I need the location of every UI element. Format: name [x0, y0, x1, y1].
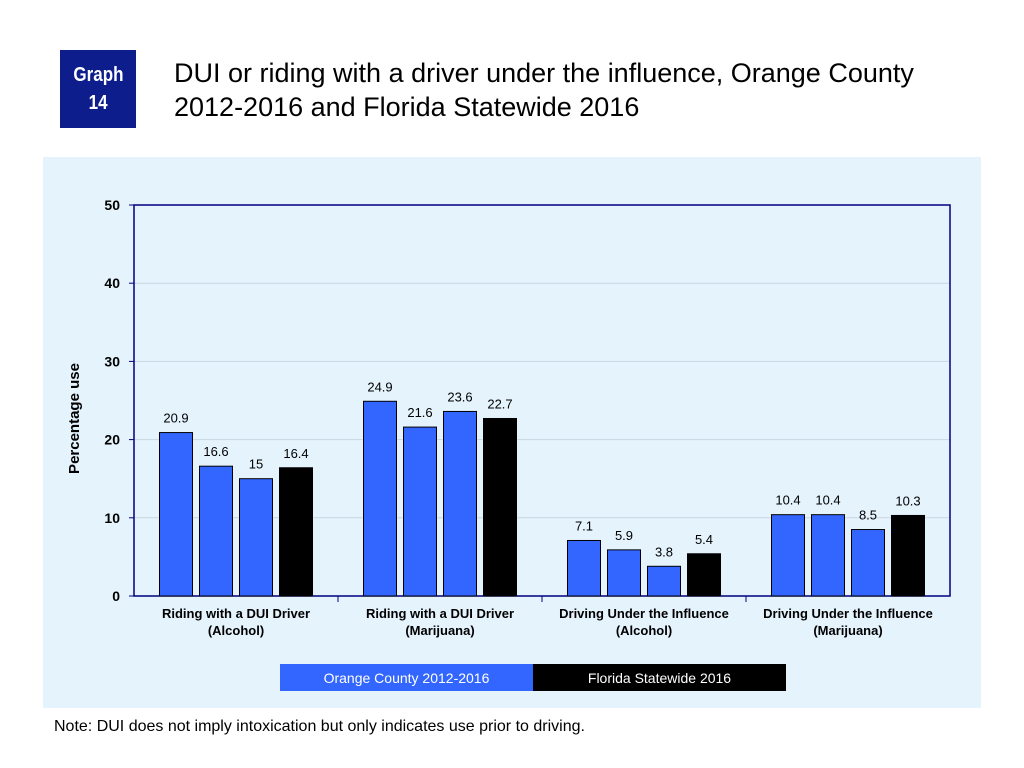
- data-label: 10.4: [815, 493, 840, 508]
- data-label: 23.6: [447, 389, 472, 404]
- footnote: Note: DUI does not imply intoxication bu…: [54, 718, 585, 735]
- legend-item-florida: Florida Statewide 2016: [533, 664, 786, 691]
- y-tick-label: 40: [104, 275, 120, 291]
- y-tick-label: 10: [104, 510, 120, 526]
- chart-title: DUI or riding with a driver under the in…: [174, 56, 994, 124]
- data-label: 7.1: [575, 518, 593, 533]
- data-label: 21.6: [407, 405, 432, 420]
- bar-orange-county: [363, 400, 397, 597]
- bar-orange-county: [607, 549, 641, 597]
- data-label: 5.9: [615, 528, 633, 543]
- bar-orange-county: [403, 426, 437, 597]
- bar-orange-county: [567, 539, 601, 597]
- bar-orange-county: [443, 410, 477, 597]
- y-tick-label: 30: [104, 353, 120, 369]
- bar-orange-county: [199, 465, 233, 597]
- data-label: 10.3: [895, 493, 920, 508]
- graph-number-badge: Graph 14: [60, 50, 136, 128]
- x-category-label-line-2: (Alcohol): [616, 623, 672, 638]
- x-category-label-line-1: Riding with a DUI Driver: [366, 606, 514, 621]
- x-category-label-line-2: (Marijuana): [405, 623, 474, 638]
- badge-label: Graph: [72, 64, 124, 86]
- data-label: 16.6: [203, 444, 228, 459]
- data-label: 22.7: [487, 396, 512, 411]
- y-axis-label: Percentage use: [66, 363, 83, 474]
- bar-orange-county: [159, 432, 193, 597]
- bar-orange-county: [647, 565, 681, 597]
- bar-orange-county: [851, 529, 885, 597]
- x-category-label-line-1: Driving Under the Influence: [763, 606, 933, 621]
- data-label: 8.5: [859, 508, 877, 523]
- y-tick-label: 0: [112, 588, 120, 604]
- bar-florida: [483, 417, 517, 597]
- data-label: 15: [249, 457, 263, 472]
- data-label: 10.4: [775, 493, 800, 508]
- data-label: 5.4: [695, 532, 713, 547]
- bar-orange-county: [239, 478, 273, 597]
- bar-florida: [687, 553, 721, 597]
- chart-title-line-1: DUI or riding with a driver under the in…: [174, 58, 914, 88]
- badge-number: 14: [88, 92, 108, 114]
- bar-orange-county: [811, 514, 845, 597]
- data-label: 16.4: [283, 446, 308, 461]
- x-category-label-line-1: Riding with a DUI Driver: [162, 606, 310, 621]
- legend: Orange County 2012-2016 Florida Statewid…: [280, 664, 786, 691]
- data-label: 3.8: [655, 544, 673, 559]
- y-tick-label: 20: [104, 432, 120, 448]
- chart-title-line-2: 2012-2016 and Florida Statewide 2016: [174, 92, 640, 122]
- data-label: 20.9: [163, 411, 188, 426]
- legend-item-orange-county: Orange County 2012-2016: [280, 664, 533, 691]
- bar-orange-county: [771, 514, 805, 597]
- x-category-label-line-2: (Marijuana): [813, 623, 882, 638]
- data-label: 24.9: [367, 379, 392, 394]
- y-tick-label: 50: [104, 197, 120, 213]
- bar-florida: [279, 467, 313, 597]
- x-category-label-line-2: (Alcohol): [208, 623, 264, 638]
- x-category-label-line-1: Driving Under the Influence: [559, 606, 729, 621]
- bar-florida: [891, 514, 925, 597]
